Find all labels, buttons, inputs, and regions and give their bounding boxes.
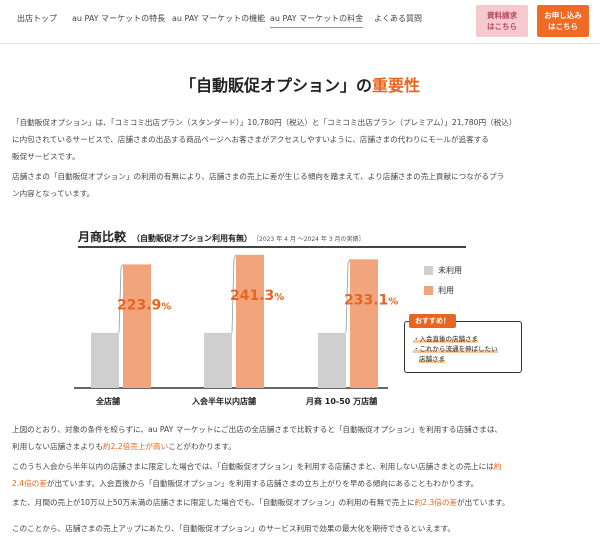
bottom-line-2: 利用しない店舗さまよりも約2.2倍売上が高いことがわかります。 [12,442,236,451]
page-title: 「自動販促オプション」の重要性 [179,76,421,95]
bottom-line-5: また、月間の売上が10万以上50万未満の店舗さまに限定した場合でも、「自動販促オ… [12,498,510,507]
apply-button[interactable]: お申し込み はこちら [537,5,589,37]
category-label-new: 入会半年以内店舗 [192,397,256,406]
intro-line-3: 販促サービスです。 [12,152,80,161]
bottom-line-3: このうち入会から半年以内の店舗さまに限定した場合では、「自動販促オプション」を利… [12,462,502,471]
bar-unused-0 [91,332,119,388]
bar-used-2 [350,259,378,388]
chart-title: 月商比較 （自動販促オプション利用有無） ［2023 年 4 月 ～2024 年 3… [78,230,365,244]
growth-connector-0 [118,264,124,333]
nav-store-top[interactable]: 出店トップ [17,14,57,23]
intro-line-4: 店舗さまの「自動販促オプション」の利用の有無により、店舗さまの売上に差が生じる傾… [12,172,505,181]
legend-unused: 未利用 [424,265,462,276]
legend-used: 利用 [424,285,454,296]
intro-line-5: ン内容となっています。 [12,189,95,198]
legend-swatch-unused [424,266,433,275]
bottom-line-6: このことから、店舗さまの売上アップにあたり、「自動販促オプション」のサービス利用… [12,524,456,533]
category-label-all: 全店舗 [96,397,120,406]
growth-connector-1 [231,254,237,333]
bar-unused-1 [204,332,232,388]
bar-used-1 [236,254,264,388]
data-label-1: 241.3% [230,288,284,304]
page-title-accent: 重要性 [372,76,421,95]
intro-line-2: に内包されているサービスで、店舗さまの出品する商品ページへお客さまがアクセスしや… [12,135,489,144]
top-navigation: 出店トップ au PAY マーケットの特長 au PAY マーケットの機能 au… [0,0,600,44]
bottom-line-4: 2.4倍の差が出ています。入会直後から「自動販促オプション」を利用する店舗さまの… [12,479,479,488]
recommend-item-2: ・これから流通を伸ばしたい [413,345,498,353]
recommend-item-1: ・入会直後の店舗さま [413,335,478,343]
nav-functions[interactable]: au PAY マーケットの機能 [172,14,266,23]
bar-used-0 [123,264,151,388]
data-label-2: 233.1% [344,292,398,308]
nav-faq[interactable]: よくある質問 [374,14,422,23]
data-label-0: 223.9% [117,297,171,313]
legend-swatch-used [424,286,433,295]
bar-unused-2 [318,332,346,388]
nav-features[interactable]: au PAY マーケットの特長 [72,14,166,23]
intro-line-1: 「自動販促オプション」は、「コミコミ出店プラン（スタンダード）」10,780円（… [12,118,517,127]
recommend-tag: おすすめ！ [409,314,456,328]
nav-pricing[interactable]: au PAY マーケットの料金 [270,13,364,28]
recommend-box: おすすめ！ ・入会直後の店舗さま ・これから流通を伸ばしたい 店舗さま [404,314,522,373]
bottom-line-1: 上図のとおり、対象の条件を絞らずに、au PAY マーケットにご出店の全店舗さま… [12,425,503,434]
chart-title-rule [78,246,466,248]
recommend-item-2-cont: 店舗さま [419,355,445,363]
growth-connector-2 [345,259,351,333]
request-materials-button[interactable]: 資料請求 はこちら [476,5,528,37]
category-label-mid: 月商 10-50 万店舗 [306,397,378,406]
